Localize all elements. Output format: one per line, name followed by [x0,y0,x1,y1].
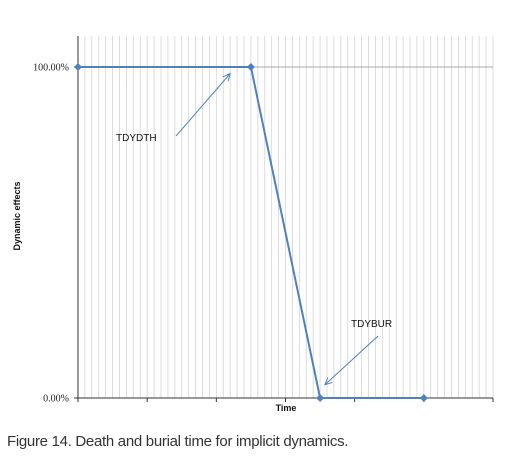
arrow-head [222,72,231,82]
arrow-shaft [175,73,231,137]
y-tick-label: 100.00% [33,63,69,74]
data-point [316,394,325,402]
y-tick-label: 0.00% [43,394,69,405]
vertical-gridlines [84,36,494,398]
figure-caption: Figure 14. Death and burial time for imp… [7,433,349,450]
y-axis-title: Dynamic effects [12,181,22,250]
x-axis-title: Time [276,403,297,413]
annotation-tdybur-label: TDYBUR [351,319,392,330]
data-point [419,394,428,402]
annotation-tdydth-label: TDYDTH [116,133,157,144]
series [74,63,428,402]
x-axis-ticks [77,398,494,402]
data-point [246,63,255,71]
annotation-tdybur-arrow [324,335,379,386]
arrow-head [324,377,333,386]
series-line [78,66,424,399]
data-point [74,63,82,71]
y-axis-ticks: 0.00% 100.00% [33,63,78,405]
annotations: TDYDTH TDYBUR [116,72,392,386]
annotation-tdydth-arrow [175,72,231,137]
chart: 0.00% 100.00% TDYDTH TDYBUR Dynamic effect… [12,36,494,413]
arrow-shaft [324,335,379,386]
